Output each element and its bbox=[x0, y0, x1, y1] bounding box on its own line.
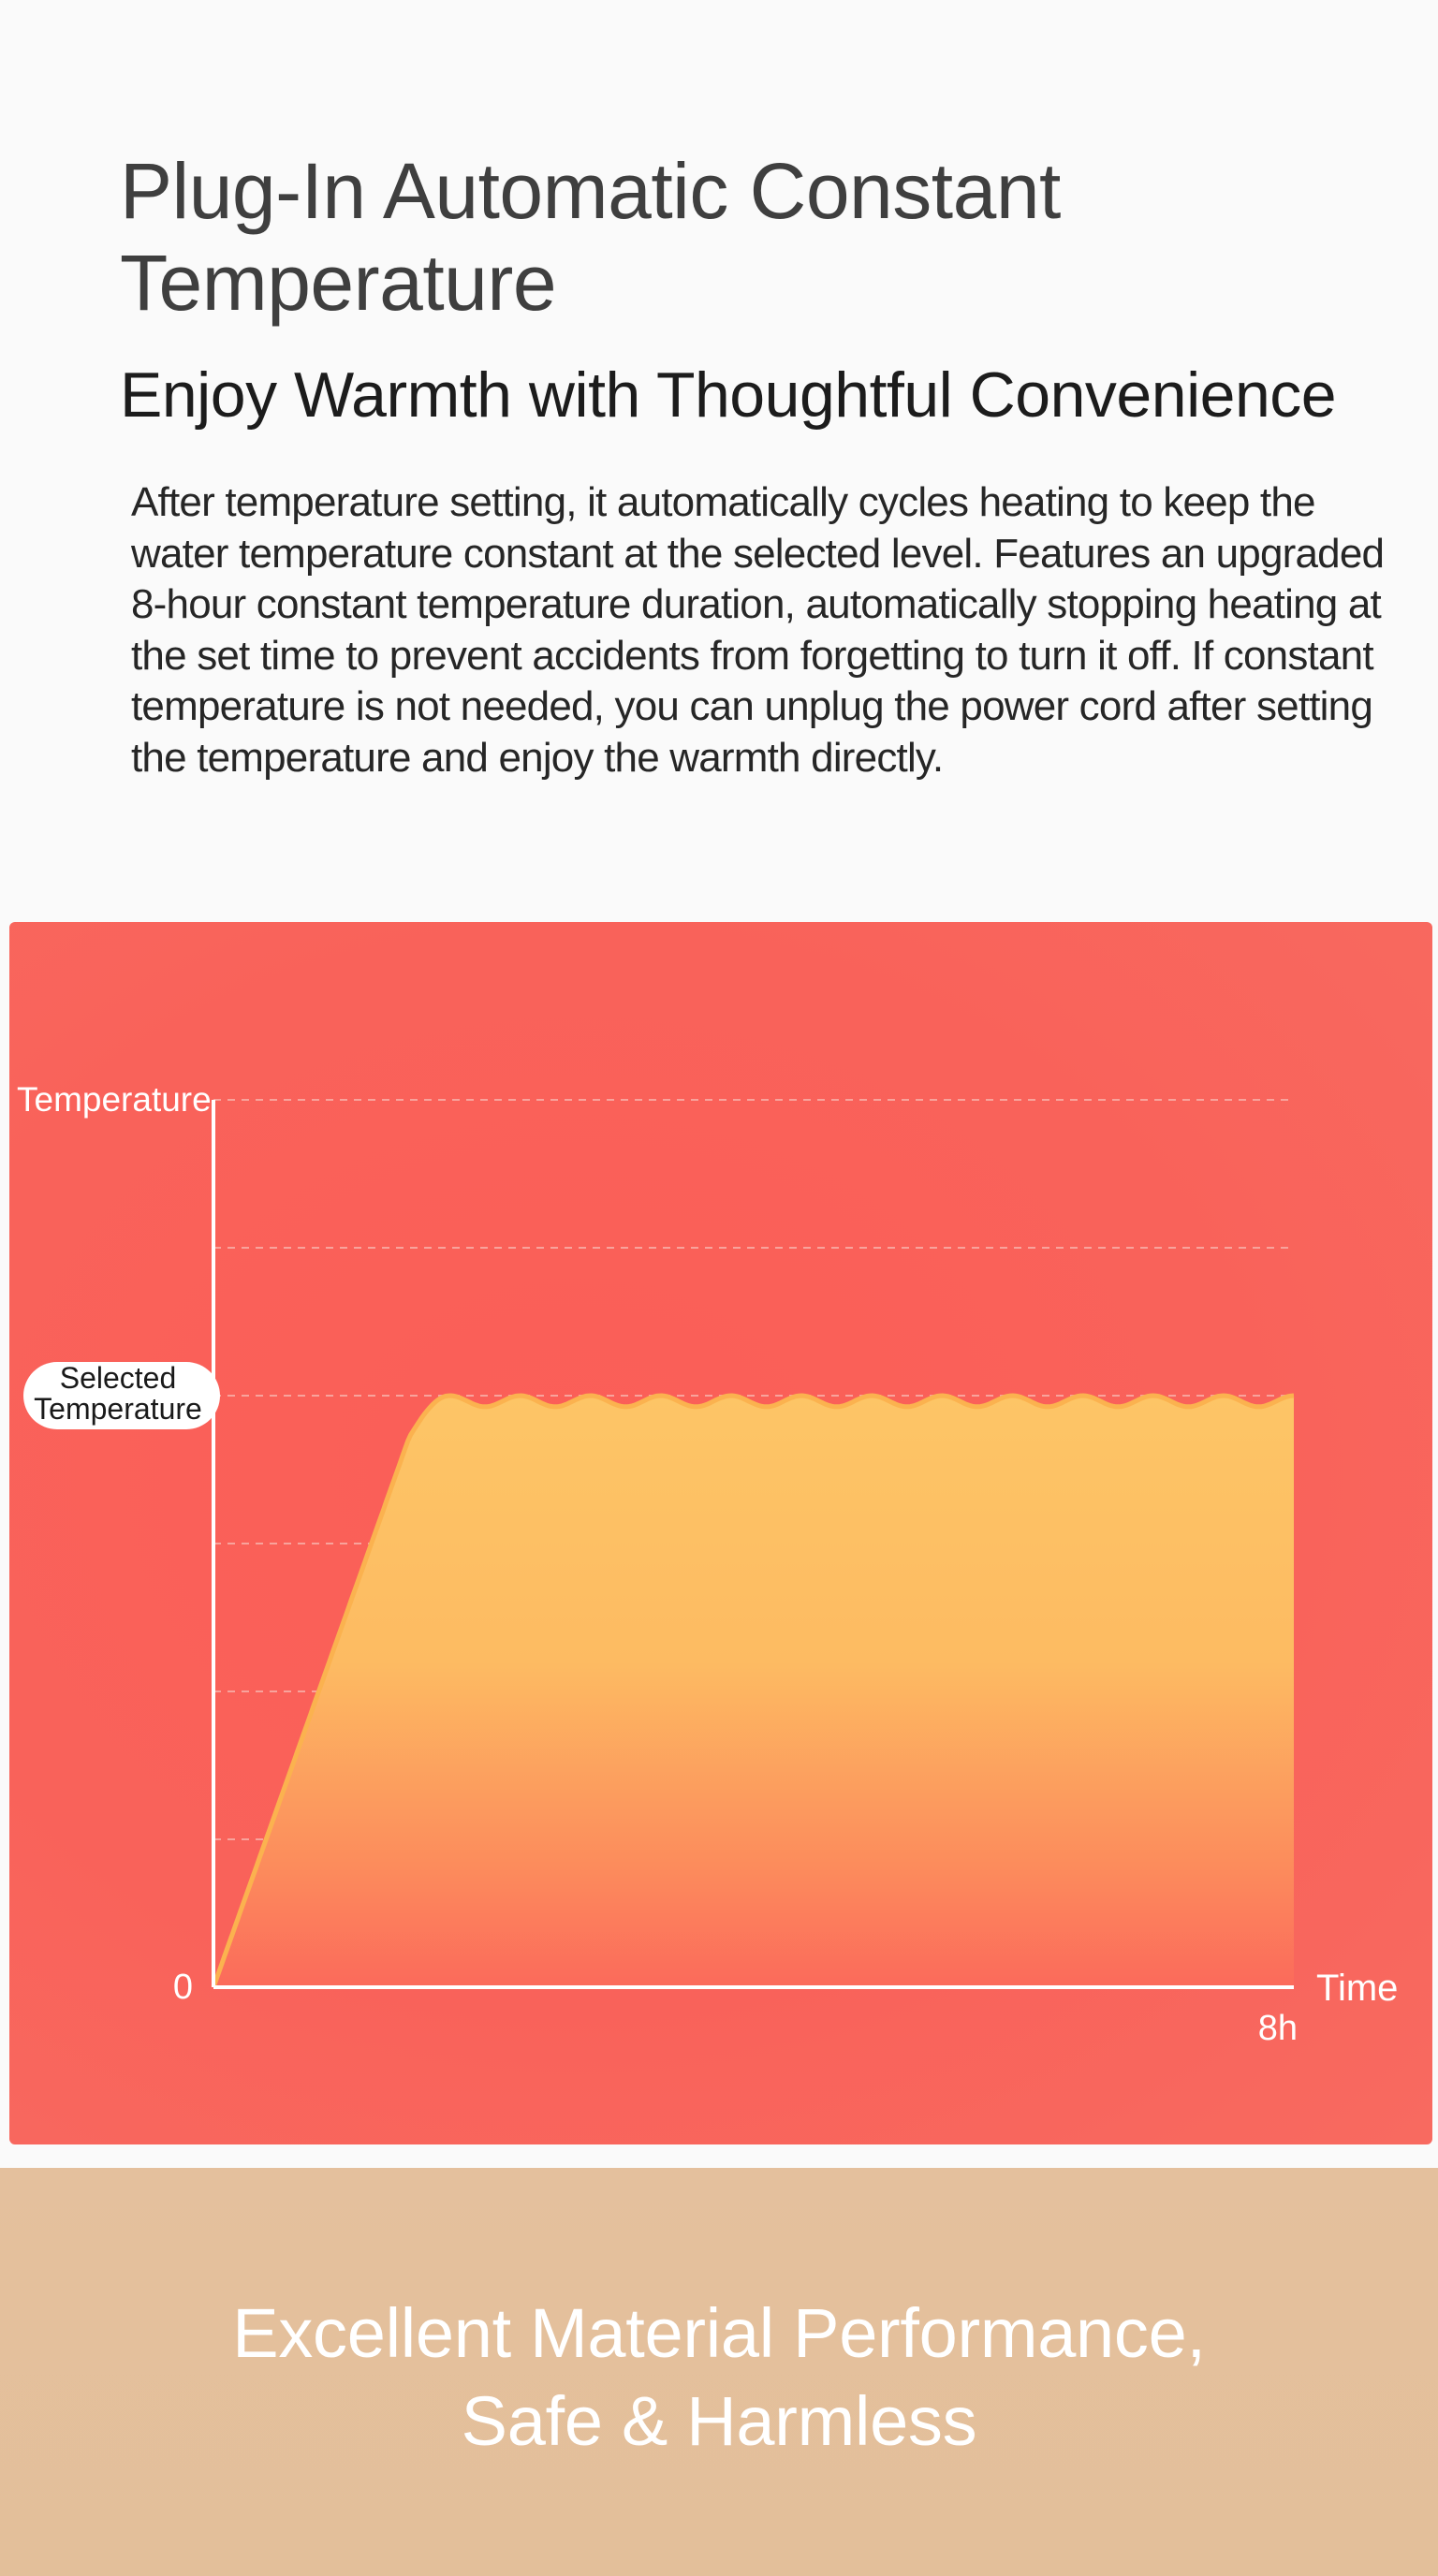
x-tick-label: 0 bbox=[173, 1968, 193, 2007]
selected-temperature-label-line1: Selected bbox=[60, 1361, 177, 1395]
feature-description: After temperature setting, it automatica… bbox=[131, 479, 1385, 781]
footer-headline-line1: Excellent Material Performance, bbox=[232, 2294, 1206, 2372]
temperature-curve bbox=[211, 1393, 1295, 1988]
temperature-area bbox=[213, 1396, 1294, 1987]
x-axis-label: Time bbox=[1316, 1968, 1398, 2009]
temperature-chart: Temperature Time Selected Temperature 0 8… bbox=[17, 1080, 1398, 2048]
x-tick-label: 8h bbox=[1258, 2009, 1298, 2048]
page-subtitle: Enjoy Warmth with Thoughtful Convenience bbox=[120, 359, 1337, 431]
footer-headline: Excellent Material Performance, Safe & H… bbox=[0, 2290, 1438, 2466]
footer-banner bbox=[0, 2168, 1438, 2576]
page-title: Plug-In Automatic Constant Temperature bbox=[120, 147, 1061, 327]
footer-headline-line2: Safe & Harmless bbox=[461, 2382, 977, 2460]
y-axis-label: Temperature bbox=[17, 1080, 212, 1119]
temperature-chart-panel: Temperature Time Selected Temperature 0 8… bbox=[9, 922, 1432, 2144]
selected-temperature-badge: Selected Temperature bbox=[23, 1361, 220, 1429]
x-tick-labels: 0 8h bbox=[173, 1968, 1298, 2048]
selected-temperature-label-line2: Temperature bbox=[34, 1392, 202, 1426]
